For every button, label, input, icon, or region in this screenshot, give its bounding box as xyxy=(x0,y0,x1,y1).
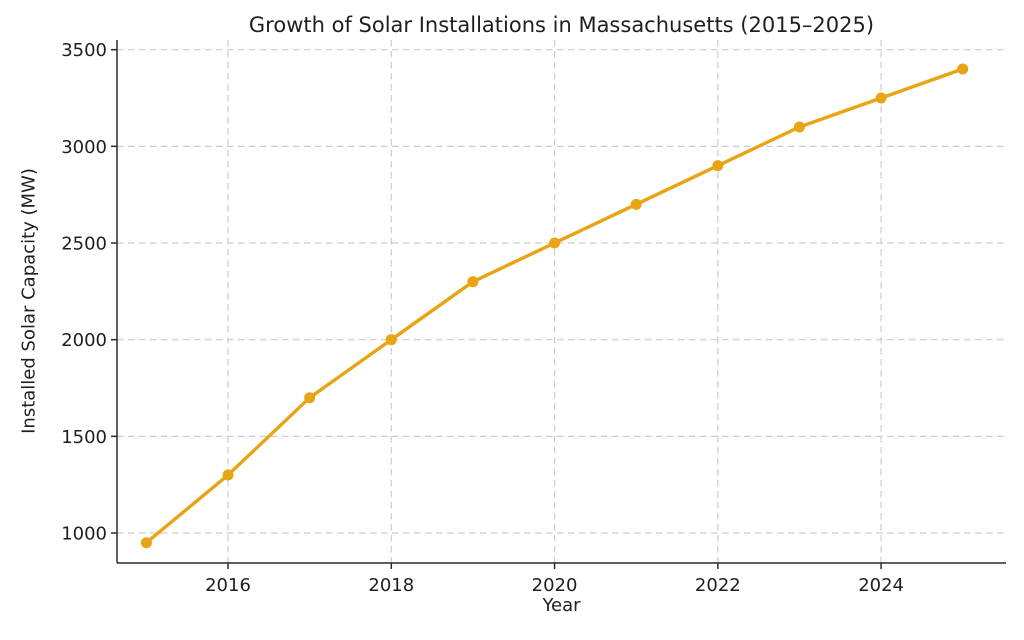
chart-title: Growth of Solar Installations in Massach… xyxy=(248,13,875,37)
data-point xyxy=(304,392,316,404)
y-tick-label: 3000 xyxy=(61,137,107,158)
data-point xyxy=(793,121,805,133)
y-tick-label: 1000 xyxy=(61,524,107,545)
data-point xyxy=(549,237,561,249)
y-tick-label: 2500 xyxy=(61,234,107,255)
y-tick-label: 1500 xyxy=(61,427,107,448)
x-tick-label: 2024 xyxy=(858,575,904,596)
data-point xyxy=(630,198,642,210)
data-point xyxy=(957,63,969,75)
y-axis-label: Installed Solar Capacity (MW) xyxy=(18,168,40,434)
y-tick-label: 2000 xyxy=(61,330,107,351)
x-tick-label: 2022 xyxy=(695,575,741,596)
data-point xyxy=(385,334,397,346)
data-point xyxy=(875,92,887,104)
data-point xyxy=(140,537,152,549)
data-point xyxy=(467,276,479,288)
data-point xyxy=(222,469,234,481)
x-tick-label: 2018 xyxy=(368,575,414,596)
x-tick-label: 2016 xyxy=(205,575,251,596)
y-tick-label: 3500 xyxy=(61,40,107,61)
data-point xyxy=(712,160,724,172)
x-axis-label: Year xyxy=(542,595,581,616)
x-tick-label: 2020 xyxy=(532,575,578,596)
